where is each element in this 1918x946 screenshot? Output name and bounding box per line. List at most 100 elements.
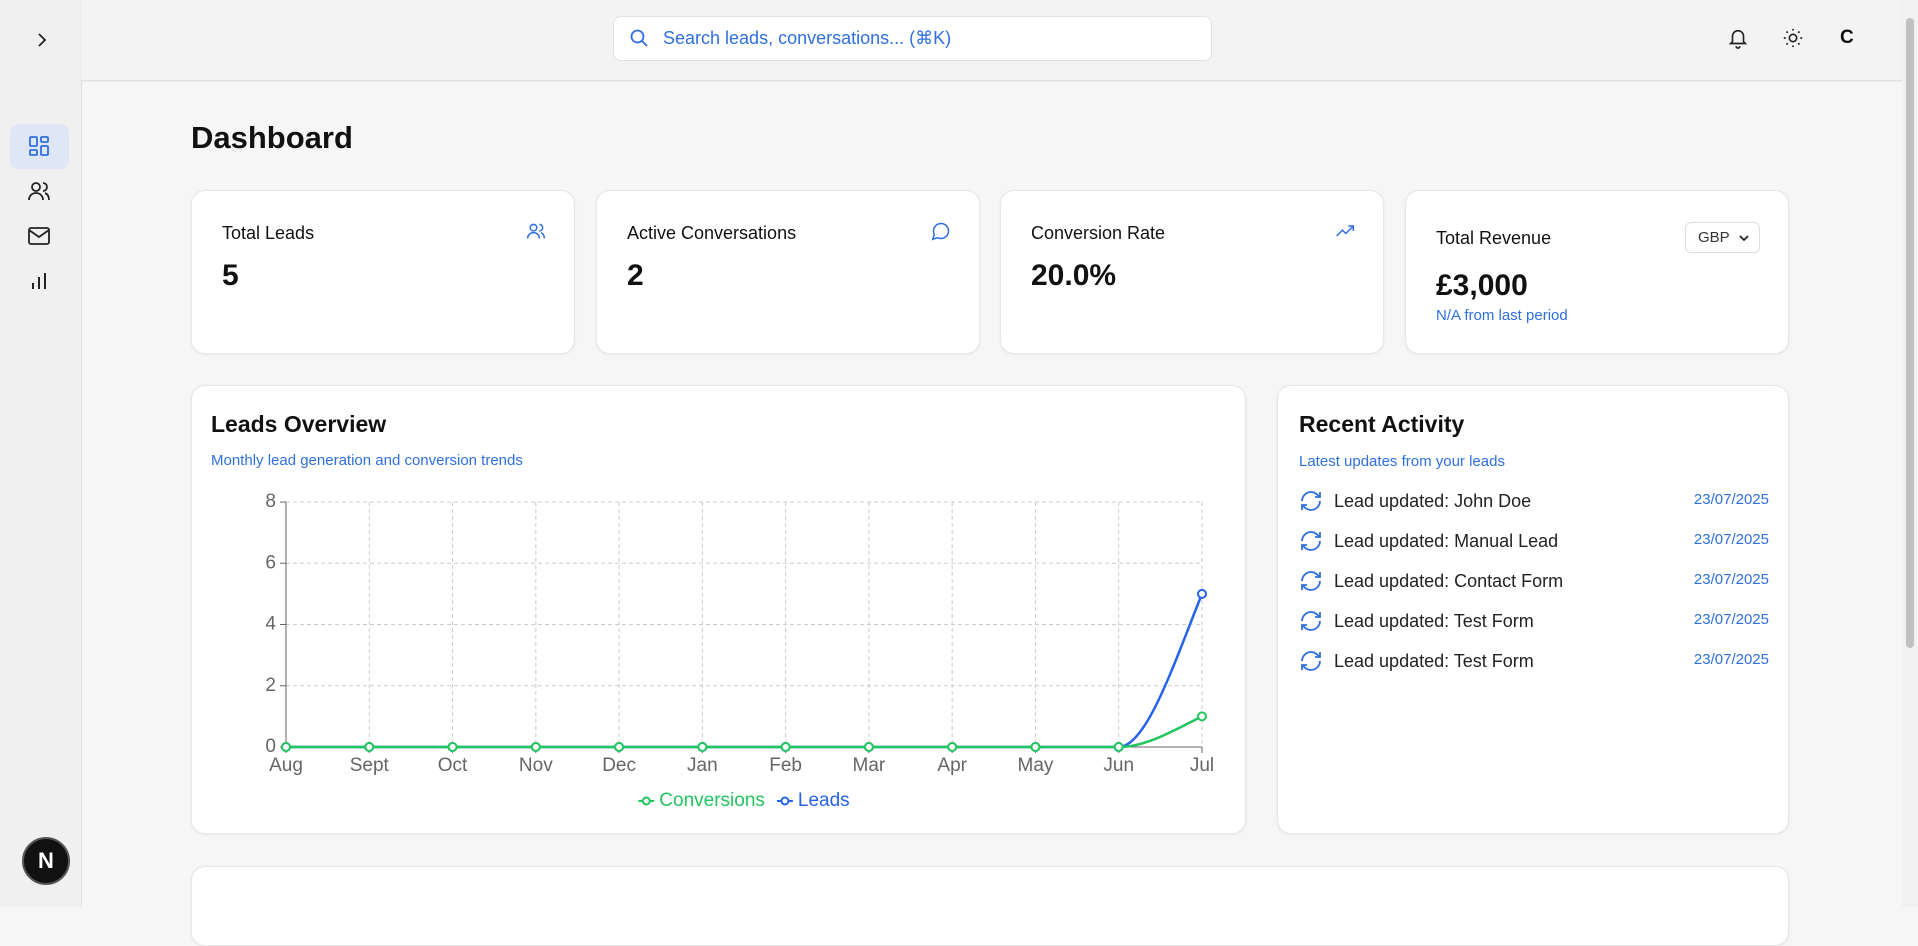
activity-date: 23/07/2025 [1693,531,1769,548]
search-icon [630,29,648,47]
legend-label: Conversions [659,790,765,811]
activity-item: Lead updated: Test Form 23/07/2025 [1299,608,1769,638]
recent-leads-card [191,866,1789,946]
sidebar: N [0,0,82,907]
data-point [1030,742,1041,752]
x-tick-label: Oct [438,755,468,776]
currency-value: GBP [1698,229,1730,246]
activity-text: Lead updated: Contact Form [1334,571,1564,591]
x-tick-label: Sept [350,755,390,776]
dev-badge[interactable]: N [22,837,70,885]
theme-toggle[interactable] [1782,27,1804,49]
y-tick-label: 6 [265,552,276,573]
x-tick-label: Apr [937,755,967,776]
data-point [1197,711,1207,722]
legend-marker-dot [641,796,651,806]
chart-title: Leads Overview [211,411,387,437]
nav-leads[interactable] [27,179,51,203]
nav-analytics[interactable] [27,269,51,293]
x-tick-label: Feb [769,755,802,776]
data-point [1113,742,1124,752]
activity-item: Lead updated: Contact Form 23/07/2025 [1299,568,1769,598]
stat-value: 2 [627,259,644,292]
refresh-icon [1301,651,1321,671]
activity-date: 23/07/2025 [1693,571,1769,588]
data-point [947,742,958,752]
refresh-icon [1301,571,1321,591]
refresh-icon [1301,491,1321,511]
refresh-icon [1301,531,1321,551]
user-avatar[interactable]: C [1840,27,1854,48]
notifications-button[interactable] [1727,27,1749,49]
activity-item: Lead updated: Manual Lead 23/07/2025 [1299,528,1769,558]
stat-icon [931,222,950,241]
data-point [530,742,541,752]
search-placeholder: Search leads, conversations... (⌘K) [663,28,952,48]
x-tick-label: Jun [1103,755,1134,776]
activity-subtitle: Latest updates from your leads [1299,453,1505,470]
stat-value: 20.0% [1031,259,1117,292]
select-chevron [1739,235,1749,242]
stat-value: 5 [222,259,239,292]
stat-note: N/A from last period [1436,307,1568,324]
legend-label: Leads [798,790,850,811]
y-tick-label: 2 [265,675,276,696]
nav-dashboard[interactable] [27,134,51,158]
activity-title: Recent Activity [1299,411,1465,437]
y-tick-label: 0 [265,736,276,757]
series-line [286,715,1203,749]
x-tick-label: May [1018,755,1054,776]
data-point [780,742,791,752]
x-tick-label: Jan [687,755,718,776]
data-point [281,742,291,752]
search-box[interactable]: Search leads, conversations... (⌘K) [613,16,1212,61]
stat-label: Total Leads [222,223,315,243]
stat-label: Conversion Rate [1031,223,1166,243]
stat-icon [526,223,546,239]
activity-list: Lead updated: John Doe 23/07/2025 Lead upd… [1299,488,1769,708]
refresh-icon [1301,611,1321,631]
data-point [364,742,375,752]
data-point [1197,588,1207,599]
data-point [614,742,625,752]
page-title: Dashboard [191,120,353,155]
activity-date: 23/07/2025 [1693,651,1769,668]
activity-item: Lead updated: Test Form 23/07/2025 [1299,648,1769,678]
stat-card: Total Revenue GBP £3,000 N/A from last p… [1405,190,1789,354]
scrollbar-thumb[interactable] [1906,18,1914,648]
stat-card: Conversion Rate 20.0% [1000,190,1384,354]
stat-label: Active Conversations [627,223,797,243]
stat-card: Total Leads 5 [191,190,575,354]
nav-active-bg [10,124,69,169]
activity-text: Lead updated: Test Form [1334,611,1534,631]
chart-subtitle: Monthly lead generation and conversion t… [211,452,523,469]
expand-button[interactable] [34,32,50,48]
series-line [286,593,1204,749]
activity-text: Lead updated: Manual Lead [1334,531,1559,551]
activity-text: Lead updated: Test Form [1334,651,1534,671]
scrollbar[interactable] [1902,0,1918,907]
activity-date: 23/07/2025 [1693,611,1769,628]
data-point [863,742,874,752]
stat-value: £3,000 [1436,269,1528,302]
data-point [447,742,458,752]
nav-messages[interactable] [27,224,51,248]
activity-card: Recent Activity Latest updates from your… [1277,385,1789,834]
y-tick-label: 8 [265,491,276,512]
x-tick-label: Aug [269,755,303,776]
x-tick-label: Dec [602,755,636,776]
legend: Conversions Leads [638,790,850,811]
stat-card: Active Conversations 2 [596,190,980,354]
activity-date: 23/07/2025 [1693,491,1769,508]
x-tick-label: Mar [853,755,886,776]
activity-text: Lead updated: John Doe [1334,491,1532,511]
currency-select[interactable]: GBP [1685,222,1760,253]
stat-label: Total Revenue [1436,228,1552,248]
data-point [697,742,708,752]
x-tick-label: Jul [1190,755,1214,776]
line-chart: 0 2 4 6 8 Aug Sept Oct Nov Dec Jan Feb Mar Apr May Jun J… [265,491,1214,811]
x-tick-label: Nov [519,755,553,776]
chart-card: Leads Overview Monthly lead generation a… [191,385,1246,834]
y-tick-label: 4 [265,614,276,635]
